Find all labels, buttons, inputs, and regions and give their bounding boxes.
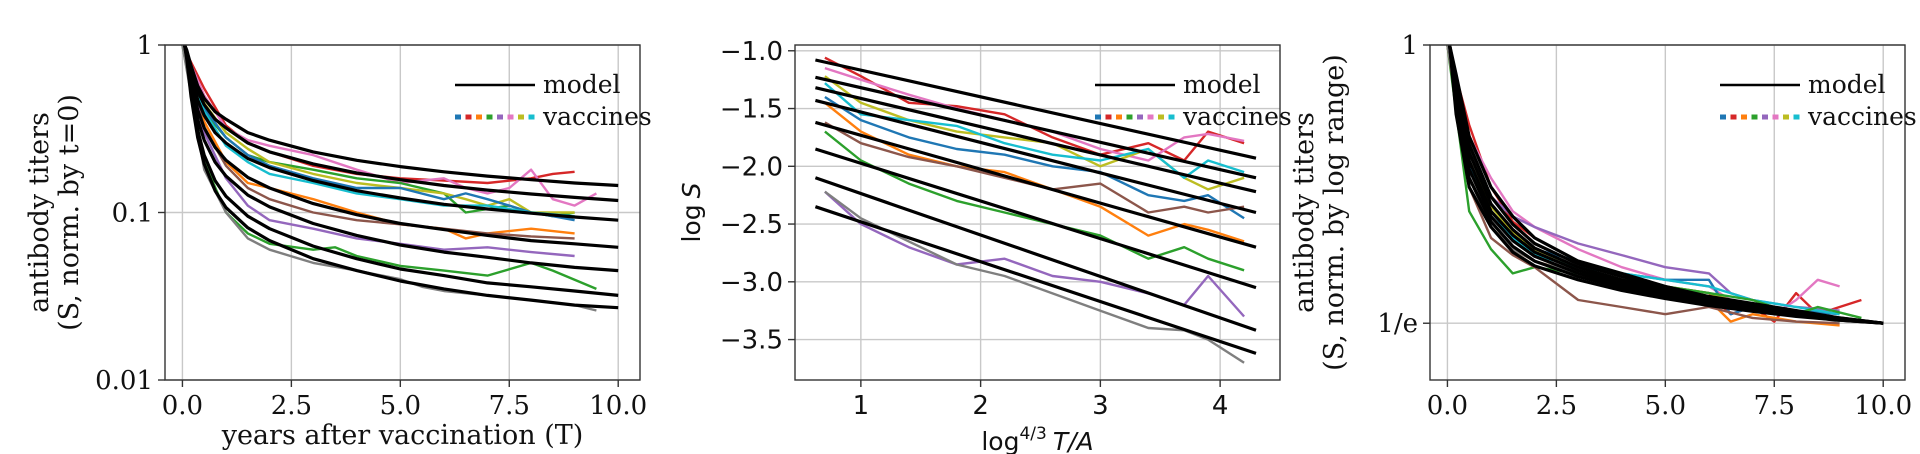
y-axis-label: logS [677,182,706,242]
y-axis-label-line2: (S, norm. by t=0) [54,94,85,331]
model-curve-line [815,98,1257,215]
model-curve-line [183,45,619,222]
y-tick-label: 0.1 [112,199,153,229]
x-tick-label: 10.0 [589,391,647,421]
vaccine-series-line [824,66,1245,162]
model-curve-line [815,58,1257,160]
x-tick-label: 7.5 [1754,391,1795,421]
y-axis-label-line2: (S, norm. by log range) [1319,54,1350,371]
panel-c: 0.0 2.5 5.0 7.5 10.0 1/e 1 antibody titers (S, n… [1289,31,1917,421]
x-tick-label: 2 [972,391,989,421]
legend-vaccines-label: vaccines [1182,102,1292,131]
legend-model-label: model [1808,70,1886,99]
y-tick-label: 0.01 [95,366,153,396]
x-tick-label: 10.0 [1854,391,1912,421]
vaccine-series-line [824,95,1245,220]
y-axis-label: antibody titers [24,112,55,313]
x-tick-label: 2.5 [271,391,312,421]
x-tick-label: 1 [853,391,870,421]
legend-vaccines-swatch [455,114,535,120]
legend-model-label: model [543,70,621,99]
model-curve-line [814,176,1257,332]
x-tick-label: 4 [1212,391,1229,421]
model-curve-line [183,45,619,310]
y-tick-label: −2.5 [720,210,783,240]
y-tick-label: −3.5 [720,326,783,356]
x-tick-label: 7.5 [489,391,530,421]
panel-b: 1 2 3 4 −3.5 −3.0 −2.5 −2.0 −1.5 −1.0 log4/3 T/A log… [677,37,1292,454]
legend: model vaccines [1095,70,1292,131]
y-axis-label: antibody titers [1289,112,1320,313]
legend-vaccines-swatch [1095,114,1175,120]
x-tick-label: 0.0 [162,391,203,421]
legend-vaccines-label: vaccines [542,102,652,131]
model-curve-line [814,147,1257,290]
x-tick-label: 5.0 [380,391,421,421]
plot-frame [1429,44,1906,381]
x-tick-label: 0.0 [1427,391,1468,421]
vaccine-series-line [824,121,1245,214]
model-curve-line [815,86,1257,194]
vaccine-series-line [181,45,575,214]
model-curve-line [814,120,1257,249]
x-axis-label: log4/3 T/A [981,424,1093,454]
model-curve-line [183,45,619,203]
vaccine-series-line [1446,45,1862,323]
legend: model vaccines [455,70,652,131]
vaccine-series-line [824,82,1245,180]
y-tick-label: −1.0 [720,37,783,67]
y-tick-label: 1 [1401,31,1418,61]
vaccine-series-line [181,45,575,240]
y-tick-label: −2.0 [720,152,783,182]
model-curve-line [183,45,619,273]
panel-a: 0.0 2.5 5.0 7.5 10.0 0.01 0.1 1 years after vacc… [24,31,652,451]
legend-model-label: model [1183,70,1261,99]
y-tick-label: 1 [136,31,153,61]
model-curve-line [183,45,619,249]
y-tick-label: −3.0 [720,268,783,298]
legend-vaccines-swatch [1720,114,1800,120]
x-axis-label: years after vaccination (T) [221,420,584,451]
model-curve-line [1448,45,1884,325]
x-tick-label: 5.0 [1645,391,1686,421]
x-tick-label: 2.5 [1536,391,1577,421]
model-curve-line [815,75,1257,180]
vaccine-series-line [1446,45,1862,323]
vaccine-series-line [1446,45,1840,325]
plot-frame [794,44,1281,381]
x-tick-label: 3 [1092,391,1109,421]
vaccine-series-line [824,190,1245,318]
legend: model vaccines [1720,70,1917,131]
legend-vaccines-label: vaccines [1807,102,1917,131]
model-curve-line [814,205,1257,355]
y-tick-label: 1/e [1377,309,1418,339]
y-tick-label: −1.5 [720,95,783,125]
